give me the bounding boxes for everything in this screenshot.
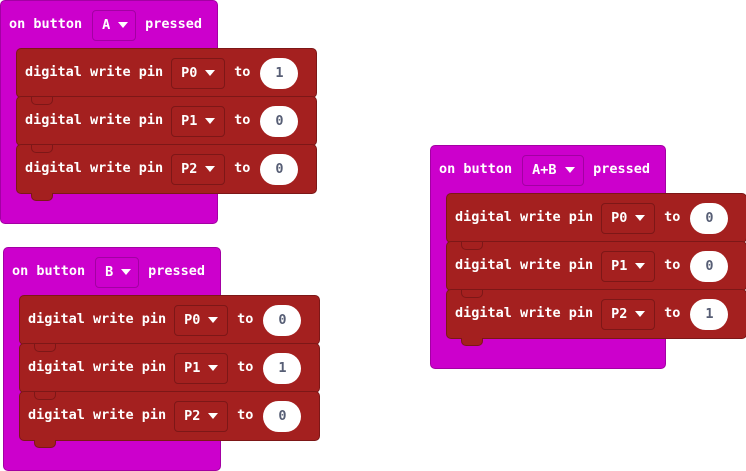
to-label: to — [234, 112, 251, 129]
dropdown-triangle-icon — [635, 311, 646, 317]
digital-write-pin-label: digital write pin — [25, 160, 164, 177]
value-input[interactable]: 0 — [690, 250, 729, 282]
pin-dropdown[interactable]: P0 — [171, 57, 226, 89]
digital-write-pin-label: digital write pin — [455, 305, 594, 322]
to-label: to — [234, 160, 251, 177]
dropdown-triangle-icon — [564, 167, 575, 173]
to-label: to — [234, 64, 251, 81]
block-connector — [31, 193, 53, 201]
digital-write-pin-label: digital write pin — [25, 112, 164, 129]
pin-dropdown[interactable]: P0 — [174, 304, 229, 336]
pin-dropdown[interactable]: P1 — [174, 352, 229, 384]
digital-write-pin-block[interactable]: digital write pin P1 to 0 — [446, 241, 746, 298]
block-connector — [461, 290, 483, 298]
event-header: on button A pressed — [1, 1, 202, 49]
pin-dropdown[interactable]: P0 — [601, 202, 656, 234]
event-suffix-label: pressed — [145, 16, 203, 33]
digital-write-pin-block[interactable]: digital write pin P0 to 0 — [446, 193, 746, 250]
digital-write-pin-block[interactable]: digital write pin P1 to 1 — [19, 343, 320, 400]
digital-write-pin-label: digital write pin — [455, 257, 594, 274]
dropdown-triangle-icon — [205, 166, 216, 172]
digital-write-pin-label: digital write pin — [28, 359, 167, 376]
button-dropdown-value: B — [105, 264, 114, 280]
block-connector — [31, 145, 53, 153]
value-input[interactable]: 0 — [263, 304, 302, 336]
to-label: to — [664, 257, 681, 274]
digital-write-pin-block[interactable]: digital write pin P2 to 0 — [19, 391, 320, 448]
button-dropdown-value: A+B — [532, 162, 557, 178]
pin-dropdown-value: P2 — [181, 161, 198, 177]
pin-dropdown-value: P2 — [184, 408, 201, 424]
dropdown-triangle-icon — [205, 70, 216, 76]
to-label: to — [237, 407, 254, 424]
event-suffix-label: pressed — [148, 263, 206, 280]
dropdown-triangle-icon — [208, 365, 219, 371]
value-input[interactable]: 0 — [260, 153, 299, 185]
event-header: on button B pressed — [4, 248, 205, 296]
dropdown-triangle-icon — [205, 118, 216, 124]
value-input[interactable]: 0 — [263, 400, 302, 432]
on-button-a-pressed-block[interactable]: on button A pressed digital write pin P0… — [0, 0, 317, 224]
event-prefix-label: on button — [439, 161, 513, 178]
digital-write-pin-block[interactable]: digital write pin P2 to 0 — [16, 144, 317, 201]
on-button-b-pressed-block[interactable]: on button B pressed digital write pin P0… — [3, 247, 320, 471]
digital-write-pin-block[interactable]: digital write pin P1 to 0 — [16, 96, 317, 153]
value-input[interactable]: 1 — [260, 57, 299, 89]
event-prefix-label: on button — [9, 16, 83, 33]
event-header: on button A+B pressed — [431, 146, 650, 194]
pin-dropdown-value: P0 — [184, 312, 201, 328]
event-suffix-label: pressed — [593, 161, 651, 178]
digital-write-pin-label: digital write pin — [28, 407, 167, 424]
pin-dropdown-value: P1 — [611, 258, 628, 274]
value-input[interactable]: 0 — [690, 202, 729, 234]
button-dropdown-value: A — [102, 17, 111, 33]
value-input[interactable]: 0 — [260, 105, 299, 137]
button-dropdown[interactable]: B — [95, 256, 140, 288]
digital-write-pin-block[interactable]: digital write pin P0 to 0 — [19, 295, 320, 352]
pin-dropdown[interactable]: P1 — [601, 250, 656, 282]
to-label: to — [237, 359, 254, 376]
pin-dropdown-value: P1 — [184, 360, 201, 376]
value-input[interactable]: 1 — [690, 298, 729, 330]
block-connector — [34, 440, 56, 448]
digital-write-pin-block[interactable]: digital write pin P0 to 1 — [16, 48, 317, 105]
dropdown-triangle-icon — [208, 413, 219, 419]
dropdown-triangle-icon — [635, 263, 646, 269]
block-connector — [34, 344, 56, 352]
digital-write-pin-label: digital write pin — [28, 311, 167, 328]
button-dropdown[interactable]: A+B — [522, 154, 585, 186]
pin-dropdown-value: P2 — [611, 306, 628, 322]
pin-dropdown[interactable]: P2 — [171, 153, 226, 185]
digital-write-pin-block[interactable]: digital write pin P2 to 1 — [446, 289, 746, 346]
pin-dropdown[interactable]: P2 — [601, 298, 656, 330]
dropdown-triangle-icon — [121, 269, 132, 275]
pin-dropdown-value: P1 — [181, 113, 198, 129]
block-connector — [31, 97, 53, 105]
dropdown-triangle-icon — [118, 22, 129, 28]
block-connector — [34, 392, 56, 400]
to-label: to — [664, 209, 681, 226]
to-label: to — [664, 305, 681, 322]
dropdown-triangle-icon — [208, 317, 219, 323]
to-label: to — [237, 311, 254, 328]
block-connector — [461, 338, 483, 346]
digital-write-pin-label: digital write pin — [25, 64, 164, 81]
on-button-a-plus-b-pressed-block[interactable]: on button A+B pressed digital write pin … — [430, 145, 746, 369]
pin-dropdown-value: P0 — [611, 210, 628, 226]
pin-dropdown[interactable]: P2 — [174, 400, 229, 432]
event-prefix-label: on button — [12, 263, 86, 280]
value-input[interactable]: 1 — [263, 352, 302, 384]
pin-dropdown[interactable]: P1 — [171, 105, 226, 137]
block-connector — [461, 242, 483, 250]
dropdown-triangle-icon — [635, 215, 646, 221]
pin-dropdown-value: P0 — [181, 65, 198, 81]
button-dropdown[interactable]: A — [92, 9, 137, 41]
digital-write-pin-label: digital write pin — [455, 209, 594, 226]
